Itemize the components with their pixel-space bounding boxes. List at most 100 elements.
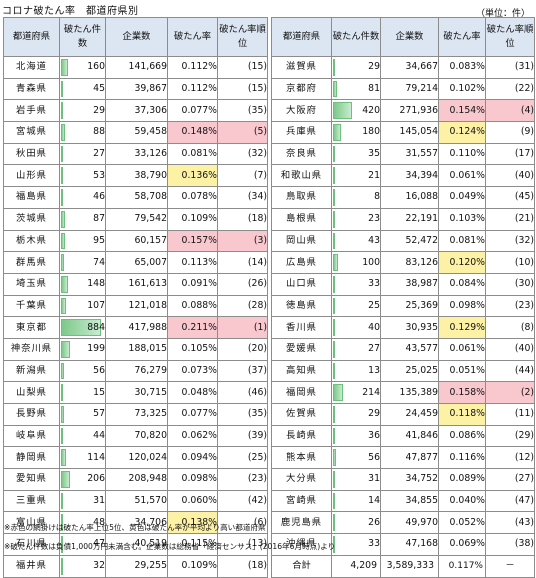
pref-cell: 奈良県 [271,142,332,166]
count-bar [333,210,335,228]
companies-cell: 47,168 [380,533,439,556]
rate-cell: 0.116% [438,446,486,470]
table-row: 大阪府 420 271,936 0.154% (4) [271,99,535,123]
count-value: 87 [93,213,105,225]
pref-cell: 愛知県 [3,468,60,491]
unit-label: （単位：件） [475,9,530,19]
pref-cell: 島根県 [271,207,332,231]
table-row: 香川県 40 30,935 0.129% (8) [271,316,535,339]
companies-cell: 59,458 [105,121,168,144]
rank-cell: (20) [217,337,268,361]
count-cell: 21 [331,164,381,188]
count-bar [61,319,101,336]
rank-cell: (26) [217,272,268,296]
companies-cell: 83,126 [380,251,439,274]
count-value: 107 [87,299,105,311]
pref-cell: 愛媛県 [271,337,332,361]
rate-cell: 0.109% [167,554,218,578]
pref-cell: 大阪府 [271,99,332,123]
pref-cell: 福井県 [3,554,60,578]
rank-cell: (40) [485,164,535,188]
table-row: 新潟県 56 76,279 0.073% (37) [3,359,268,383]
rate-cell: 0.081% [167,142,218,166]
pref-cell: 千葉県 [3,294,60,318]
rank-cell: (25) [217,446,268,470]
pref-cell: 熊本県 [271,446,332,470]
header-companies: 企業数 [105,17,168,57]
table-row: 京都府 81 79,214 0.102% (22) [271,77,535,101]
count-cell: 95 [59,229,106,253]
count-bar [333,340,335,358]
count-cell: 29 [331,56,381,79]
table-row: 広島県 100 83,126 0.120% (10) [271,251,535,274]
count-cell: 53 [59,164,106,188]
count-bar [333,471,335,488]
header-row: 都道府県 破たん件数 企業数 破たん率 破たん率順位 [3,17,268,57]
companies-cell: 271,936 [380,99,439,123]
count-cell: 43 [331,229,381,253]
count-cell: 31 [331,468,381,491]
companies-cell: 141,669 [105,56,168,79]
rank-cell: (27) [485,468,535,491]
count-cell: 32 [59,554,106,578]
rank-cell: (18) [217,554,268,578]
table-row: 滋賀県 29 34,667 0.083% (31) [271,56,535,79]
rate-cell: 0.073% [167,359,218,383]
companies-cell: 188,015 [105,337,168,361]
rank-cell: (35) [217,403,268,426]
count-cell: 27 [331,337,381,361]
rate-cell: 0.118% [438,403,486,426]
rank-cell: (45) [485,186,535,209]
rate-cell: 0.157% [167,229,218,253]
count-bar [61,340,70,358]
pref-cell: 岐阜県 [3,424,60,448]
pref-cell: 福岡県 [271,381,332,404]
rate-cell: 0.110% [438,142,486,166]
count-cell: 40 [331,316,381,339]
companies-cell: 58,708 [105,186,168,209]
companies-cell: 79,542 [105,207,168,231]
table-row: 三重県 31 51,570 0.060% (42) [3,489,268,513]
count-value: 44 [93,430,105,442]
rate-cell: 0.158% [438,381,486,404]
count-value: 8 [374,191,380,203]
table-row: 山梨県 15 30,715 0.048% (46) [3,381,268,404]
pref-cell: 秋田県 [3,142,60,166]
companies-cell: 161,613 [105,272,168,296]
count-value: 29 [368,408,380,420]
rank-cell: (21) [485,207,535,231]
count-value: 81 [368,83,380,95]
rate-cell: 0.102% [438,77,486,101]
pref-cell: 静岡県 [3,446,60,470]
count-bar [333,80,337,98]
count-cell: 15 [59,381,106,404]
companies-cell: 41,846 [380,424,439,448]
count-value: 56 [93,364,105,376]
table-row: 茨城県 87 79,542 0.109% (18) [3,207,268,231]
header-rank: 破たん率順位 [485,17,535,57]
table-row: 長崎県 36 41,846 0.086% (29) [271,424,535,448]
companies-cell: 25,369 [380,294,439,318]
count-bar [61,167,64,185]
companies-cell: 30,935 [380,316,439,339]
table-row: 福島県 46 58,708 0.078% (34) [3,186,268,209]
rank-cell: (18) [217,207,268,231]
table-row: 青森県 45 39,867 0.112% (15) [3,77,268,101]
companies-cell: 34,752 [380,468,439,491]
pref-cell: 広島県 [271,251,332,274]
count-value: 40 [368,321,380,333]
count-bar [333,384,343,401]
table-row: 神奈川県 199 188,015 0.105% (20) [3,337,268,361]
count-bar [333,427,335,445]
companies-cell: 79,214 [380,77,439,101]
count-value: 47 [93,538,105,550]
total-companies: 3,589,333 [380,554,439,578]
rate-cell: 0.051% [438,359,486,383]
count-bar [333,102,352,120]
count-bar [333,189,335,206]
table-row: 福岡県 214 135,389 0.158% (2) [271,381,535,404]
table-row: 秋田県 27 33,126 0.081% (32) [3,142,268,166]
rank-cell: (10) [485,251,535,274]
table-row: 兵庫県 180 145,054 0.124% (9) [271,121,535,144]
table-row: 東京都 884 417,988 0.211% (1) [3,316,268,339]
